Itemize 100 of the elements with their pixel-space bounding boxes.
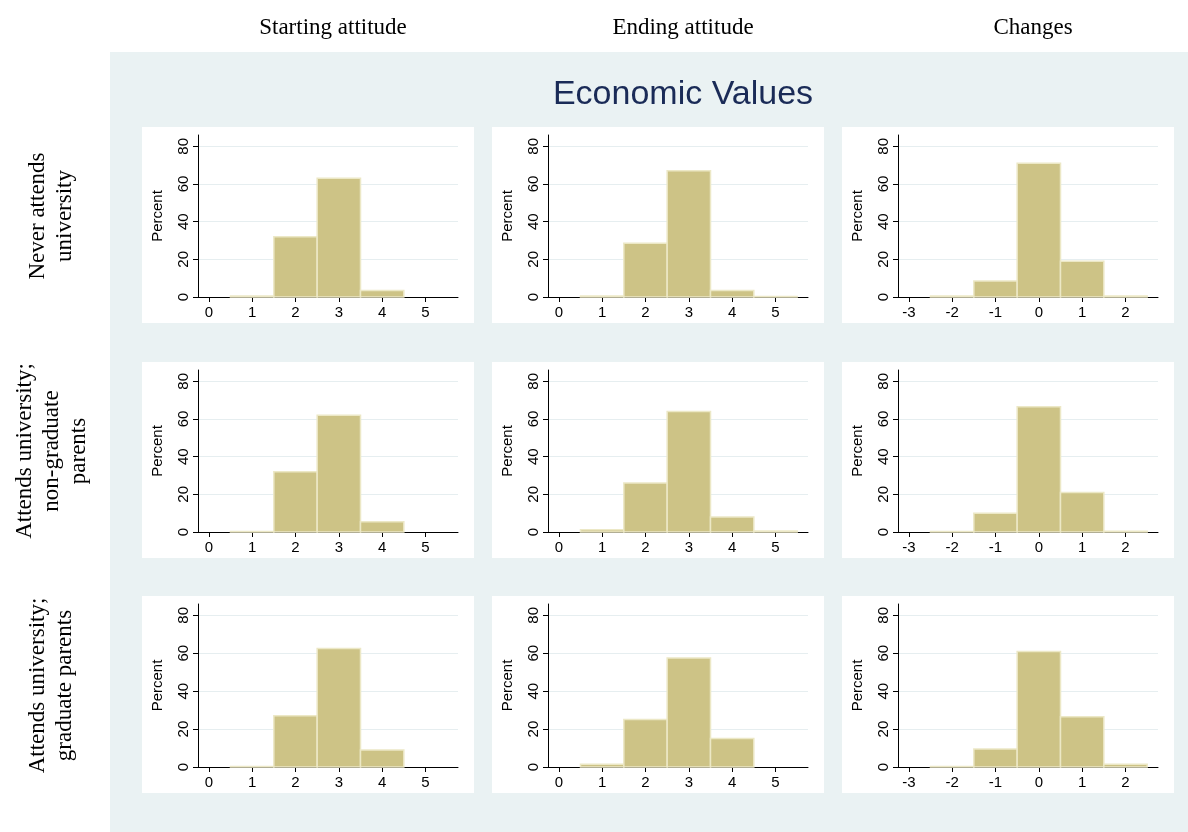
x-tick-label: 3 (684, 303, 694, 320)
y-tick-label: 80 (524, 607, 541, 624)
y-tick-label: 60 (524, 644, 541, 662)
y-axis-title: Percent (848, 424, 865, 477)
y-tick-label: 0 (174, 292, 191, 302)
y-axis-title: Percent (148, 658, 165, 712)
x-tick-label: 2 (291, 303, 300, 320)
y-tick-label: 60 (174, 644, 191, 662)
x-tick-label: -2 (945, 538, 959, 555)
x-tick-label: -1 (988, 303, 1003, 320)
y-tick-label: 20 (174, 720, 191, 738)
chart-title: Starting attitude (259, 14, 407, 39)
x-tick-label: 1 (1077, 773, 1087, 790)
x-tick-label: -2 (945, 773, 959, 790)
x-tick-label: 5 (771, 303, 780, 320)
x-tick-label: -1 (988, 773, 1003, 790)
y-tick-label: 60 (874, 175, 891, 193)
y-tick-label: 20 (524, 250, 541, 268)
x-tick-label: 4 (377, 773, 387, 790)
x-tick-label: 2 (641, 773, 650, 790)
y-axis-title: Percent (848, 189, 865, 242)
x-tick-label: 3 (334, 303, 344, 320)
y-tick-label: 60 (874, 410, 891, 428)
y-tick-label: 0 (874, 292, 891, 302)
y-tick-label: 20 (524, 720, 541, 738)
y-tick-label: 40 (524, 682, 541, 700)
y-axis-title: Percent (498, 424, 515, 477)
text: Never attends university (24, 152, 76, 280)
x-tick-label: 1 (247, 303, 257, 320)
y-tick-label: 40 (874, 682, 891, 700)
y-axis-title: Percent (498, 658, 515, 712)
y-axis-title: Percent (148, 424, 165, 477)
x-tick-label: 0 (1034, 538, 1044, 555)
x-tick-label: 2 (291, 538, 300, 555)
y-axis-title: Percent (498, 189, 515, 242)
x-tick-label: -3 (902, 773, 916, 790)
x-tick-label: 5 (421, 303, 430, 320)
x-tick-label: 1 (247, 538, 257, 555)
y-tick-label: 60 (524, 175, 541, 193)
text: Attends university; graduate parents (24, 597, 76, 774)
y-tick-label: 0 (174, 762, 191, 772)
x-tick-label: 5 (421, 773, 430, 790)
y-tick-label: 20 (174, 485, 191, 503)
chart-subtitle: Economic Values (552, 73, 814, 111)
y-tick-label: 80 (174, 607, 191, 624)
y-tick-label: 40 (174, 448, 191, 465)
x-tick-label: 1 (597, 773, 607, 790)
y-axis-title: Percent (848, 658, 865, 712)
x-tick-label: 2 (1121, 773, 1130, 790)
x-tick-label: -1 (988, 538, 1003, 555)
y-tick-label: 60 (524, 410, 541, 428)
x-tick-label: 1 (1077, 538, 1087, 555)
x-tick-label: 0 (554, 303, 564, 320)
x-tick-label: 4 (377, 538, 387, 555)
x-tick-label: -3 (902, 303, 916, 320)
y-tick-label: 80 (174, 372, 191, 390)
y-tick-label: 20 (174, 250, 191, 268)
chart-title: Ending attitude (612, 14, 754, 39)
text: Attends university; non-graduate parents (10, 363, 90, 539)
y-tick-label: 80 (874, 372, 891, 390)
x-tick-label: 1 (597, 303, 607, 320)
x-tick-label: 2 (291, 773, 300, 790)
y-tick-label: 20 (874, 485, 891, 503)
y-axis-title: Percent (148, 189, 165, 242)
x-tick-label: 4 (727, 773, 737, 790)
y-tick-label: 0 (524, 292, 541, 302)
y-tick-label: 80 (524, 372, 541, 390)
y-tick-label: 20 (874, 250, 891, 268)
y-tick-label: 40 (874, 448, 891, 465)
y-tick-label: 0 (174, 527, 191, 537)
x-tick-label: 1 (1077, 303, 1087, 320)
y-tick-label: 0 (874, 527, 891, 537)
y-tick-label: 20 (874, 720, 891, 738)
y-tick-label: 60 (174, 175, 191, 193)
y-tick-label: 20 (524, 485, 541, 503)
x-tick-label: 4 (377, 303, 387, 320)
y-tick-label: 80 (174, 137, 191, 155)
x-tick-label: 2 (641, 538, 650, 555)
x-tick-label: 1 (247, 773, 257, 790)
y-tick-label: 0 (524, 527, 541, 537)
y-tick-label: 80 (524, 137, 541, 155)
x-tick-label: 0 (1034, 303, 1044, 320)
y-tick-label: 40 (524, 448, 541, 465)
y-tick-label: 80 (874, 607, 891, 624)
x-tick-label: 2 (641, 303, 650, 320)
x-tick-label: 0 (204, 303, 214, 320)
x-tick-label: 3 (334, 773, 344, 790)
x-tick-label: 4 (727, 538, 737, 555)
x-tick-label: 2 (1121, 303, 1130, 320)
y-tick-label: 80 (874, 137, 891, 155)
x-tick-label: -2 (945, 303, 959, 320)
x-tick-label: 3 (684, 538, 694, 555)
y-tick-label: 60 (174, 410, 191, 428)
y-tick-label: 0 (524, 762, 541, 772)
x-tick-label: 5 (771, 538, 780, 555)
y-tick-label: 60 (874, 644, 891, 662)
x-tick-label: -3 (902, 538, 916, 555)
y-tick-label: 40 (524, 213, 541, 230)
y-tick-label: 40 (874, 213, 891, 230)
x-tick-label: 0 (204, 538, 214, 555)
